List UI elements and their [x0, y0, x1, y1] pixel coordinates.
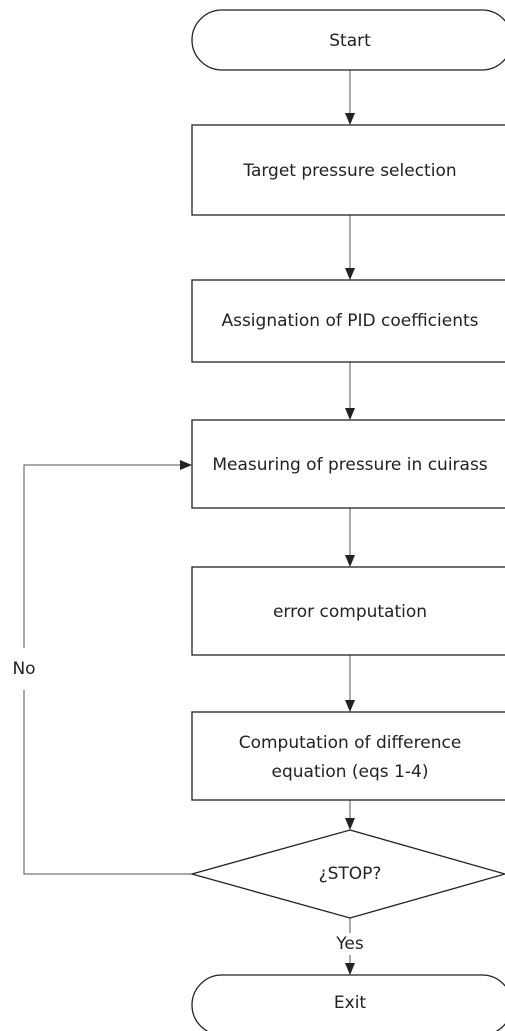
process-box: [191, 419, 505, 509]
arrowhead: [345, 700, 355, 712]
edges: [23, 70, 355, 975]
process-box: [191, 566, 505, 656]
node-label: Exit: [334, 993, 367, 1013]
arrowhead: [345, 818, 355, 830]
node-label: Assignation of PID coefficients: [221, 311, 478, 331]
edge-label: No: [12, 659, 35, 679]
loop-edge: [23, 690, 192, 875]
arrowhead: [345, 963, 355, 975]
process-box: [191, 279, 505, 363]
process-box: [191, 124, 505, 216]
terminal: [191, 974, 505, 1031]
process-box: [191, 711, 505, 801]
arrowhead: [180, 460, 192, 470]
node-label: equation (eqs 1-4): [272, 762, 429, 782]
node-label: error computation: [273, 602, 427, 622]
arrowhead: [345, 408, 355, 420]
node-label: Target pressure selection: [242, 161, 456, 181]
terminal: [191, 9, 505, 71]
node-label: Start: [329, 31, 371, 51]
node-label: ¿STOP?: [319, 864, 382, 884]
node-label: Computation of difference: [239, 733, 462, 753]
arrowhead: [345, 555, 355, 567]
loop-edge: [23, 464, 182, 648]
arrowhead: [345, 268, 355, 280]
edge-label: Yes: [335, 934, 364, 954]
node-label: Measuring of pressure in cuirass: [212, 455, 487, 475]
decision: [189, 829, 505, 919]
arrowhead: [345, 113, 355, 125]
